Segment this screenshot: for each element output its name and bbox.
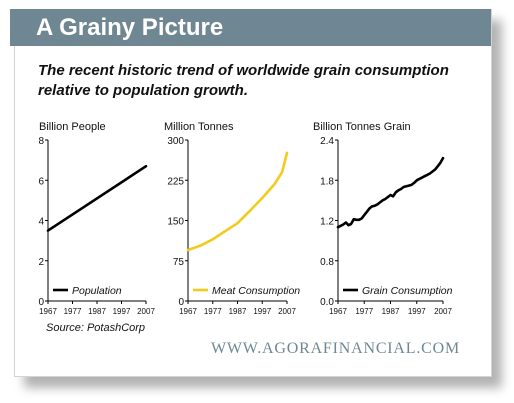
x-tick-label: 2007 [434,307,452,316]
y-tick-label: 0.8 [320,257,334,268]
y-tick-label: 4 [38,217,44,228]
y-tick-label: 0 [178,297,184,308]
x-tick-label: 1967 [179,307,197,316]
x-tick-label: 1997 [408,307,426,316]
y-tick-label: 2.4 [320,136,334,147]
y-tick-label: 300 [167,136,184,147]
x-tick-label: 1997 [253,307,271,316]
y-tick-label: 225 [167,176,184,187]
y-tick-label: 0.0 [320,297,334,308]
y-tick-label: 150 [167,217,184,228]
chart-panel-2: Million Tonnes 0 75 150 225 300 1967 1977 1987 19… [164,121,300,316]
title-banner [10,9,491,46]
series-line [46,164,148,232]
chart-panel-3: Billion Tonnes Grain 0.0 0.8 1.2 1.8 2.4 1967 1… [313,121,453,316]
x-tick-label: 1977 [204,307,222,316]
y-tick-label: 1.8 [320,176,334,187]
legend-label: Population [72,285,122,297]
x-tick-label: 1987 [229,307,247,316]
series-line [186,151,289,252]
source-note: Source: PotashCorp [46,322,146,334]
x-tick-label: 1987 [382,307,400,316]
x-tick-label: 2007 [278,307,296,316]
y-axis-label: Billion Tonnes Grain [313,121,411,133]
x-tick-label: 1997 [113,307,131,316]
y-axis-label: Billion People [39,121,106,133]
y-tick-label: 6 [38,176,44,187]
x-tick-label: 1977 [64,307,82,316]
y-tick-label: 8 [38,136,44,147]
x-tick-label: 1977 [355,307,373,316]
y-tick-label: 0 [38,297,44,308]
figure-card [14,9,492,377]
y-tick-label: 75 [173,257,185,268]
figure-subtitle: The recent historic trend of worldwide g… [38,62,449,99]
x-tick-label: 1967 [329,307,347,316]
series-line [336,156,445,229]
x-tick-label: 1967 [39,307,57,316]
website-credit: WWW.AGORAFINANCIAL.COM [211,340,460,357]
figure-title: A Grainy Picture [36,14,224,41]
legend-label: Grain Consumption [362,285,453,297]
y-tick-label: 2 [38,257,44,268]
y-axis-label: Million Tonnes [164,121,234,133]
legend-label: Meat Consumption [212,285,300,297]
chart-panel-1: Billion People 0 2 4 6 8 1967 1977 1987 1997 2007 P… [38,121,155,316]
y-tick-label: 1.2 [320,217,334,228]
x-tick-label: 2007 [137,307,155,316]
x-tick-label: 1987 [88,307,106,316]
